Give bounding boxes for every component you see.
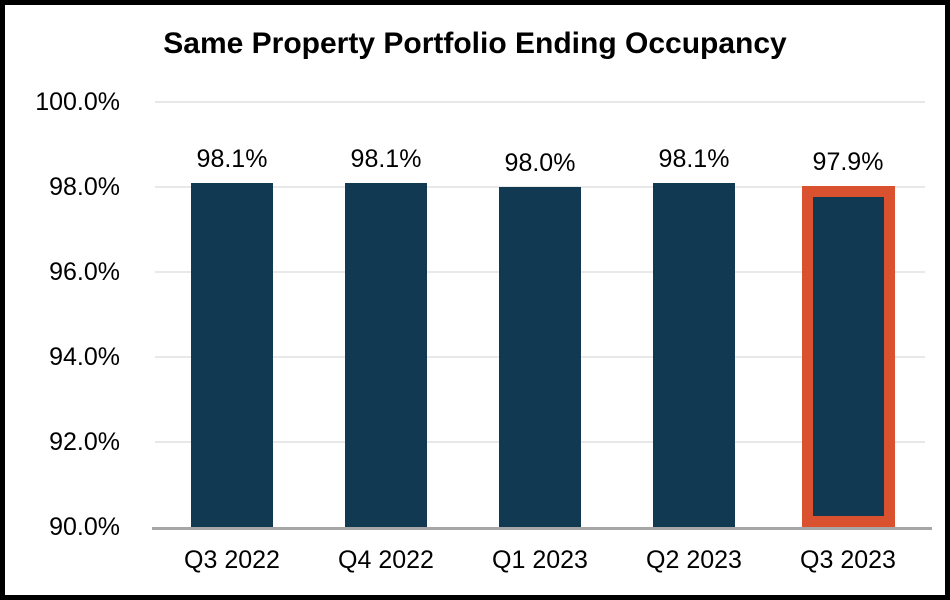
x-axis-category-label-q3-2023: Q3 2023 <box>800 546 896 574</box>
bar-q3-2022 <box>191 182 273 527</box>
plot-area: 100.0% 98.0% 96.0% 94.0% 92.0% 90.0% 98.1% Q3 2… <box>5 5 945 595</box>
bar-q1-2023 <box>499 187 581 527</box>
bar-q4-2022 <box>345 182 427 527</box>
bar-value-label-q1-2023: 98.0% <box>504 149 576 177</box>
y-axis-tick-label-90: 90.0% <box>49 513 120 541</box>
bar-value-label-q3-2022: 98.1% <box>196 144 268 173</box>
y-axis-tick-label-96: 96.0% <box>49 258 120 286</box>
bar-value-label-q3-2023: 97.9% <box>812 147 884 176</box>
y-axis-tick-label-98: 98.0% <box>49 173 120 201</box>
y-axis-tick-label-100: 100.0% <box>35 88 120 116</box>
bar-q3-2023 <box>801 185 895 527</box>
chart-title: Same Property Portfolio Ending Occupancy <box>163 27 787 60</box>
x-axis-category-label-q2-2023: Q2 2023 <box>646 546 742 574</box>
y-axis-tick-label-94: 94.0% <box>49 343 120 371</box>
x-axis-category-label-q3-2022: Q3 2022 <box>184 546 280 574</box>
x-axis-category-label-q1-2023: Q1 2023 <box>492 546 588 574</box>
bar-value-label-q4-2022: 98.1% <box>350 144 422 173</box>
bar-q2-2023 <box>653 182 735 527</box>
gridline-100 <box>155 101 925 103</box>
x-axis-line <box>152 527 932 530</box>
x-axis-category-label-q4-2022: Q4 2022 <box>338 546 434 574</box>
bar-value-label-q2-2023: 98.1% <box>658 144 730 173</box>
y-axis-tick-label-92: 92.0% <box>49 428 120 456</box>
